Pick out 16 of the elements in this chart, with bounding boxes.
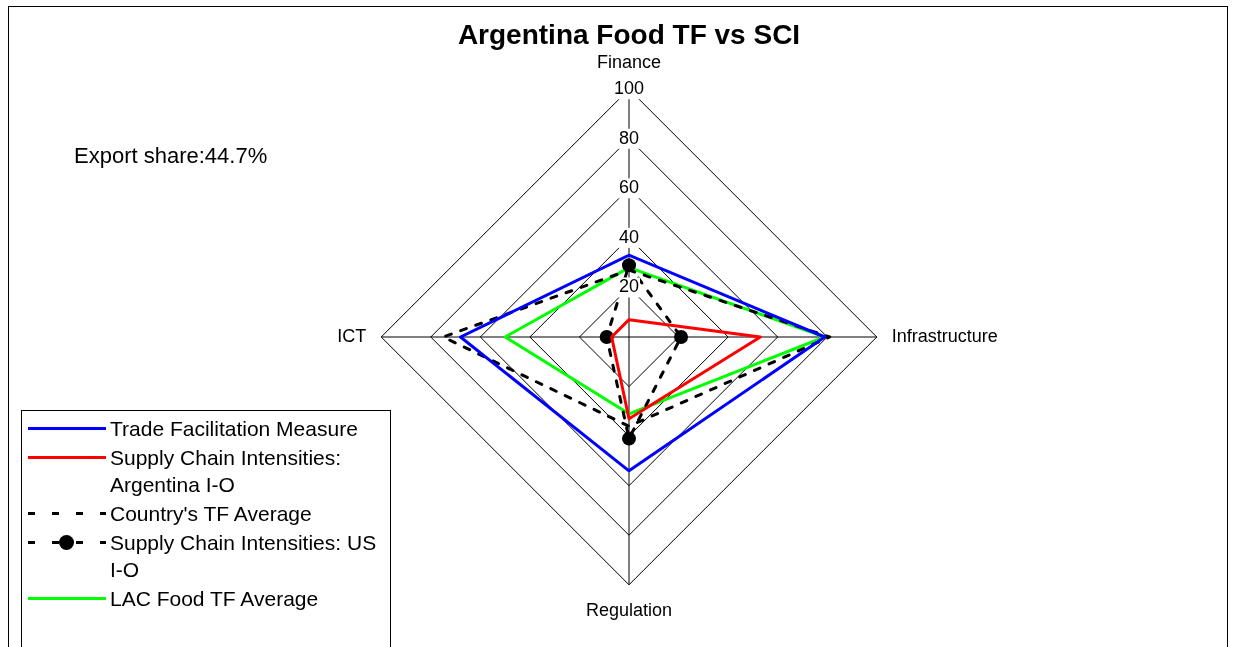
y-tick-label: 100 xyxy=(613,78,645,99)
legend-label: Supply Chain Intensities: Argentina I-O xyxy=(110,445,343,498)
legend-label: LAC Food TF Average xyxy=(110,586,320,612)
spoke-label: Finance xyxy=(596,52,662,73)
y-tick-label: 80 xyxy=(618,127,640,148)
text: Export share:44.7% xyxy=(74,143,268,169)
chart-title: Argentina Food TF vs SCI xyxy=(457,18,801,50)
y-tick-label: 20 xyxy=(618,276,640,297)
y-tick-label: 40 xyxy=(618,226,640,247)
legend-label: Country's TF Average xyxy=(110,501,313,527)
y-tick-label: 60 xyxy=(618,177,640,198)
spoke-label: Infrastructure xyxy=(891,325,998,346)
spoke-label: ICT xyxy=(337,325,367,346)
legend-label: Supply Chain Intensities: US I-O xyxy=(110,530,378,583)
legend-label: Trade Facilitation Measure xyxy=(110,416,359,442)
spoke-label: Regulation xyxy=(585,599,673,620)
